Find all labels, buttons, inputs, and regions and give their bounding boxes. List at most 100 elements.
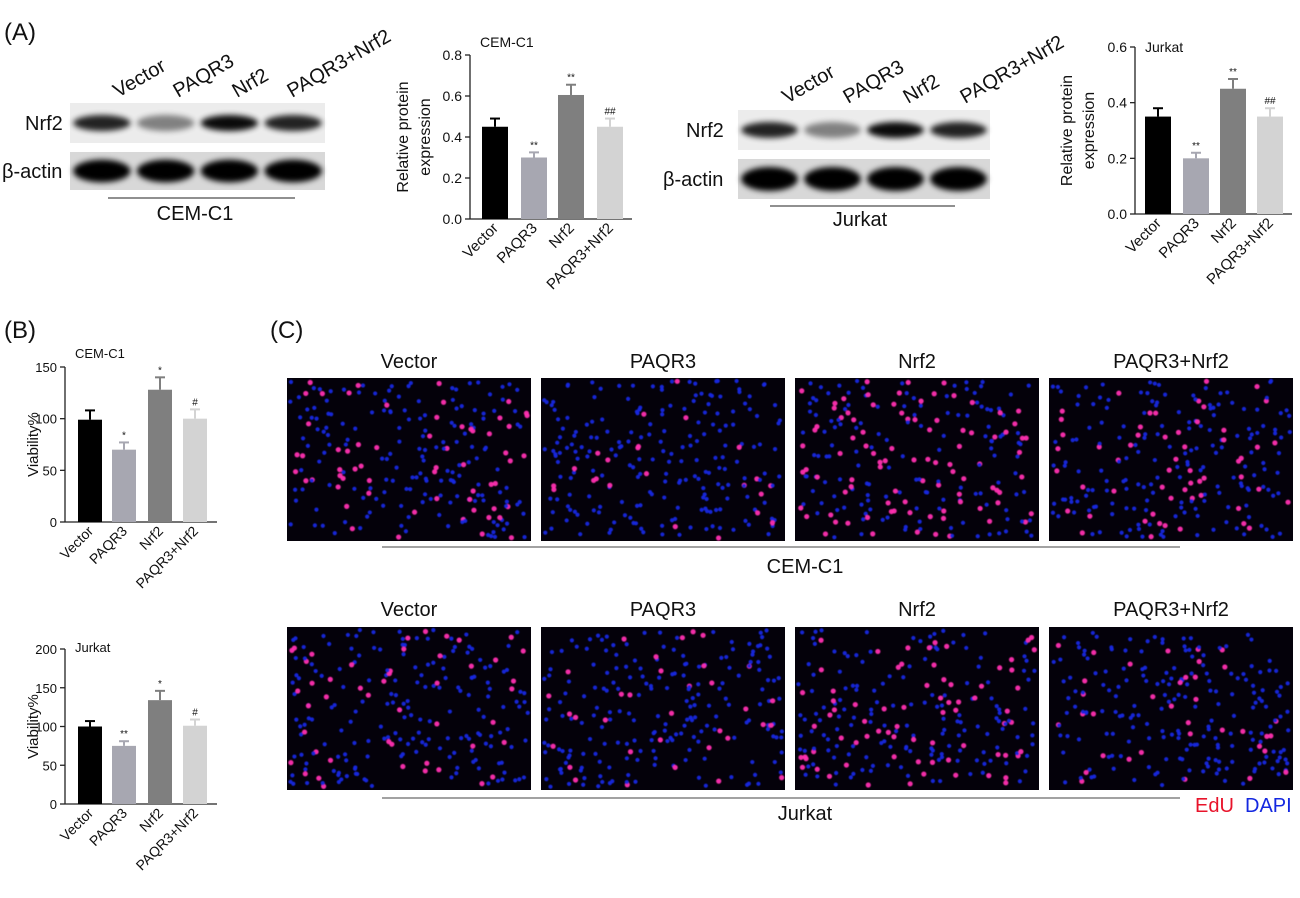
cell-nucleus xyxy=(1250,683,1256,688)
cell-nucleus xyxy=(504,499,509,504)
cell-nucleus xyxy=(939,751,944,757)
cell-nucleus xyxy=(522,691,527,696)
cell-nucleus xyxy=(437,653,443,659)
x-tick-label: Nrf2 xyxy=(136,805,166,835)
cell-nucleus xyxy=(741,483,747,488)
cell-nucleus xyxy=(381,408,387,413)
cell-nucleus xyxy=(947,743,952,749)
cell-nucleus xyxy=(321,429,326,434)
cell-nucleus xyxy=(715,411,720,416)
cell-nucleus xyxy=(683,415,689,421)
cell-nucleus xyxy=(382,490,387,495)
cell-nucleus xyxy=(627,692,633,698)
cell-nucleus xyxy=(865,782,871,788)
cell-nucleus xyxy=(716,778,722,784)
cell-nucleus xyxy=(569,716,574,721)
cell-nucleus xyxy=(1058,733,1063,738)
cell-nucleus xyxy=(1164,757,1169,762)
cell-nucleus xyxy=(613,453,618,458)
cell-nucleus xyxy=(736,444,742,450)
cell-nucleus xyxy=(710,422,716,427)
cell-nucleus xyxy=(1249,450,1254,455)
cell-nucleus xyxy=(647,489,653,495)
cell-nucleus xyxy=(1216,701,1221,707)
cell-nucleus xyxy=(587,736,593,742)
x-tick-label: PAQR3 xyxy=(86,805,130,849)
cell-nucleus xyxy=(415,680,420,685)
cell-nucleus xyxy=(434,721,440,727)
cell-nucleus xyxy=(1075,402,1080,407)
cell-nucleus xyxy=(915,759,921,765)
cell-nucleus xyxy=(1241,520,1247,527)
cell-nucleus xyxy=(941,508,947,514)
cell-nucleus xyxy=(357,653,362,658)
cell-nucleus xyxy=(353,426,358,431)
cell-nucleus xyxy=(478,657,483,663)
cell-nucleus xyxy=(1187,467,1193,474)
cell-nucleus xyxy=(706,703,712,708)
cell-nucleus xyxy=(337,666,342,672)
cell-nucleus xyxy=(637,457,642,462)
cell-nucleus xyxy=(1018,749,1024,755)
blot-band xyxy=(804,167,861,191)
cell-nucleus xyxy=(1089,775,1094,780)
cell-nucleus xyxy=(762,471,767,476)
cell-nucleus xyxy=(960,520,966,525)
cell-nucleus xyxy=(504,503,509,509)
cell-nucleus xyxy=(1106,397,1111,403)
cell-nucleus xyxy=(932,631,937,637)
cell-nucleus xyxy=(885,500,891,506)
cell-nucleus xyxy=(342,520,348,525)
cell-nucleus xyxy=(730,647,736,652)
cell-nucleus xyxy=(457,473,462,478)
cell-nucleus xyxy=(750,649,756,654)
cell-nucleus xyxy=(1096,444,1102,450)
cell-nucleus xyxy=(814,398,819,403)
cell-nucleus xyxy=(706,745,712,751)
cell-nucleus xyxy=(875,648,881,655)
cell-nucleus xyxy=(1277,531,1283,536)
cell-nucleus xyxy=(1061,750,1066,755)
cell-nucleus xyxy=(593,751,598,756)
cell-nucleus xyxy=(911,457,917,463)
cell-nucleus xyxy=(1090,711,1097,717)
cell-nucleus xyxy=(1060,432,1066,438)
blot-row-label: Nrf2 xyxy=(25,113,63,135)
cell-nucleus xyxy=(1193,397,1198,402)
cell-nucleus xyxy=(464,632,469,637)
cell-nucleus xyxy=(1242,532,1247,537)
cell-nucleus xyxy=(1003,752,1009,758)
cell-nucleus xyxy=(584,646,589,651)
cell-nucleus xyxy=(1182,487,1188,493)
cell-nucleus xyxy=(652,729,657,735)
cell-nucleus xyxy=(1126,739,1131,744)
cell-nucleus xyxy=(492,534,498,539)
cell-nucleus xyxy=(299,468,304,473)
cell-nucleus xyxy=(886,465,892,470)
cell-nucleus xyxy=(515,387,520,392)
cell-nucleus xyxy=(772,759,777,765)
cell-nucleus xyxy=(634,503,640,508)
cell-nucleus xyxy=(1194,446,1199,451)
significance-label: ** xyxy=(1229,67,1237,78)
cell-nucleus xyxy=(891,703,896,708)
cell-nucleus xyxy=(369,783,375,789)
cell-nucleus xyxy=(668,403,673,408)
cell-nucleus xyxy=(1231,713,1237,718)
cell-nucleus xyxy=(837,477,843,482)
cell-nucleus xyxy=(892,488,899,494)
cell-nucleus xyxy=(1285,709,1290,714)
significance-label: ** xyxy=(120,729,128,740)
cell-nucleus xyxy=(1004,761,1009,766)
cell-nucleus xyxy=(509,744,514,750)
cell-nucleus xyxy=(988,758,993,763)
cell-nucleus xyxy=(1213,450,1219,455)
cell-nucleus xyxy=(1104,405,1109,410)
cell-nucleus xyxy=(726,702,732,707)
cell-nucleus xyxy=(1173,514,1178,519)
cell-nucleus xyxy=(1238,481,1244,486)
cell-nucleus xyxy=(1224,520,1229,525)
cell-nucleus xyxy=(807,401,813,406)
cell-nucleus xyxy=(344,503,350,509)
cell-nucleus xyxy=(994,703,999,709)
